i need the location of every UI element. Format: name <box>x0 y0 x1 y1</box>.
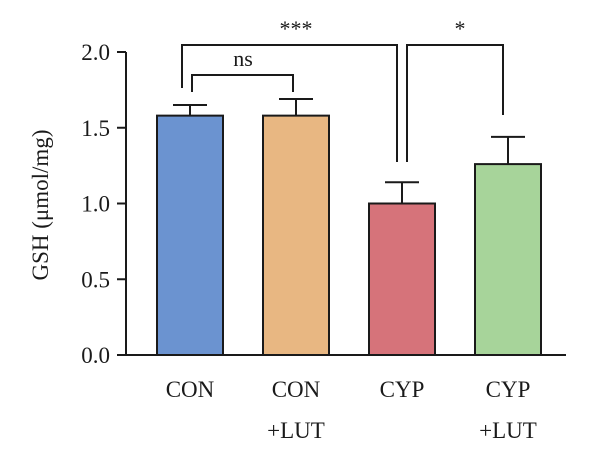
sig-con-conlut-label: ns <box>233 46 253 71</box>
y-tick-label: 1.0 <box>81 192 110 217</box>
bar <box>156 114 224 356</box>
bar <box>474 163 542 356</box>
x-tick-label: CON <box>272 377 321 402</box>
y-axis: 0.0 0.5 1.0 1.5 2.0 <box>81 40 127 368</box>
y-axis-label: GSH (μmol/mg) <box>28 130 53 281</box>
x-tick-label: CON <box>166 377 215 402</box>
sig-con-cyp-label: *** <box>280 16 313 41</box>
sig-cyp-cyplut-bracket <box>406 44 504 162</box>
y-tick-label: 1.5 <box>81 116 110 141</box>
x-axis: CON CON +LUT CYP CYP +LUT <box>126 354 566 443</box>
x-tick-label-line2: +LUT <box>267 418 325 443</box>
bars <box>156 97 542 356</box>
y-tick-label: 0.5 <box>81 267 110 292</box>
x-tick-label: CYP <box>380 377 425 402</box>
bar <box>262 114 330 356</box>
x-tick-label: CYP <box>486 377 531 402</box>
significance-brackets: *** ns * <box>181 16 504 162</box>
sig-con-conlut-bracket <box>191 74 294 92</box>
y-tick-label: 0.0 <box>81 343 110 368</box>
bar <box>368 202 436 356</box>
x-tick-label-line2: +LUT <box>479 418 537 443</box>
sig-cyp-cyplut-label: * <box>455 16 466 41</box>
sig-con-cyp-bracket <box>181 44 398 162</box>
y-tick-label: 2.0 <box>81 40 110 65</box>
